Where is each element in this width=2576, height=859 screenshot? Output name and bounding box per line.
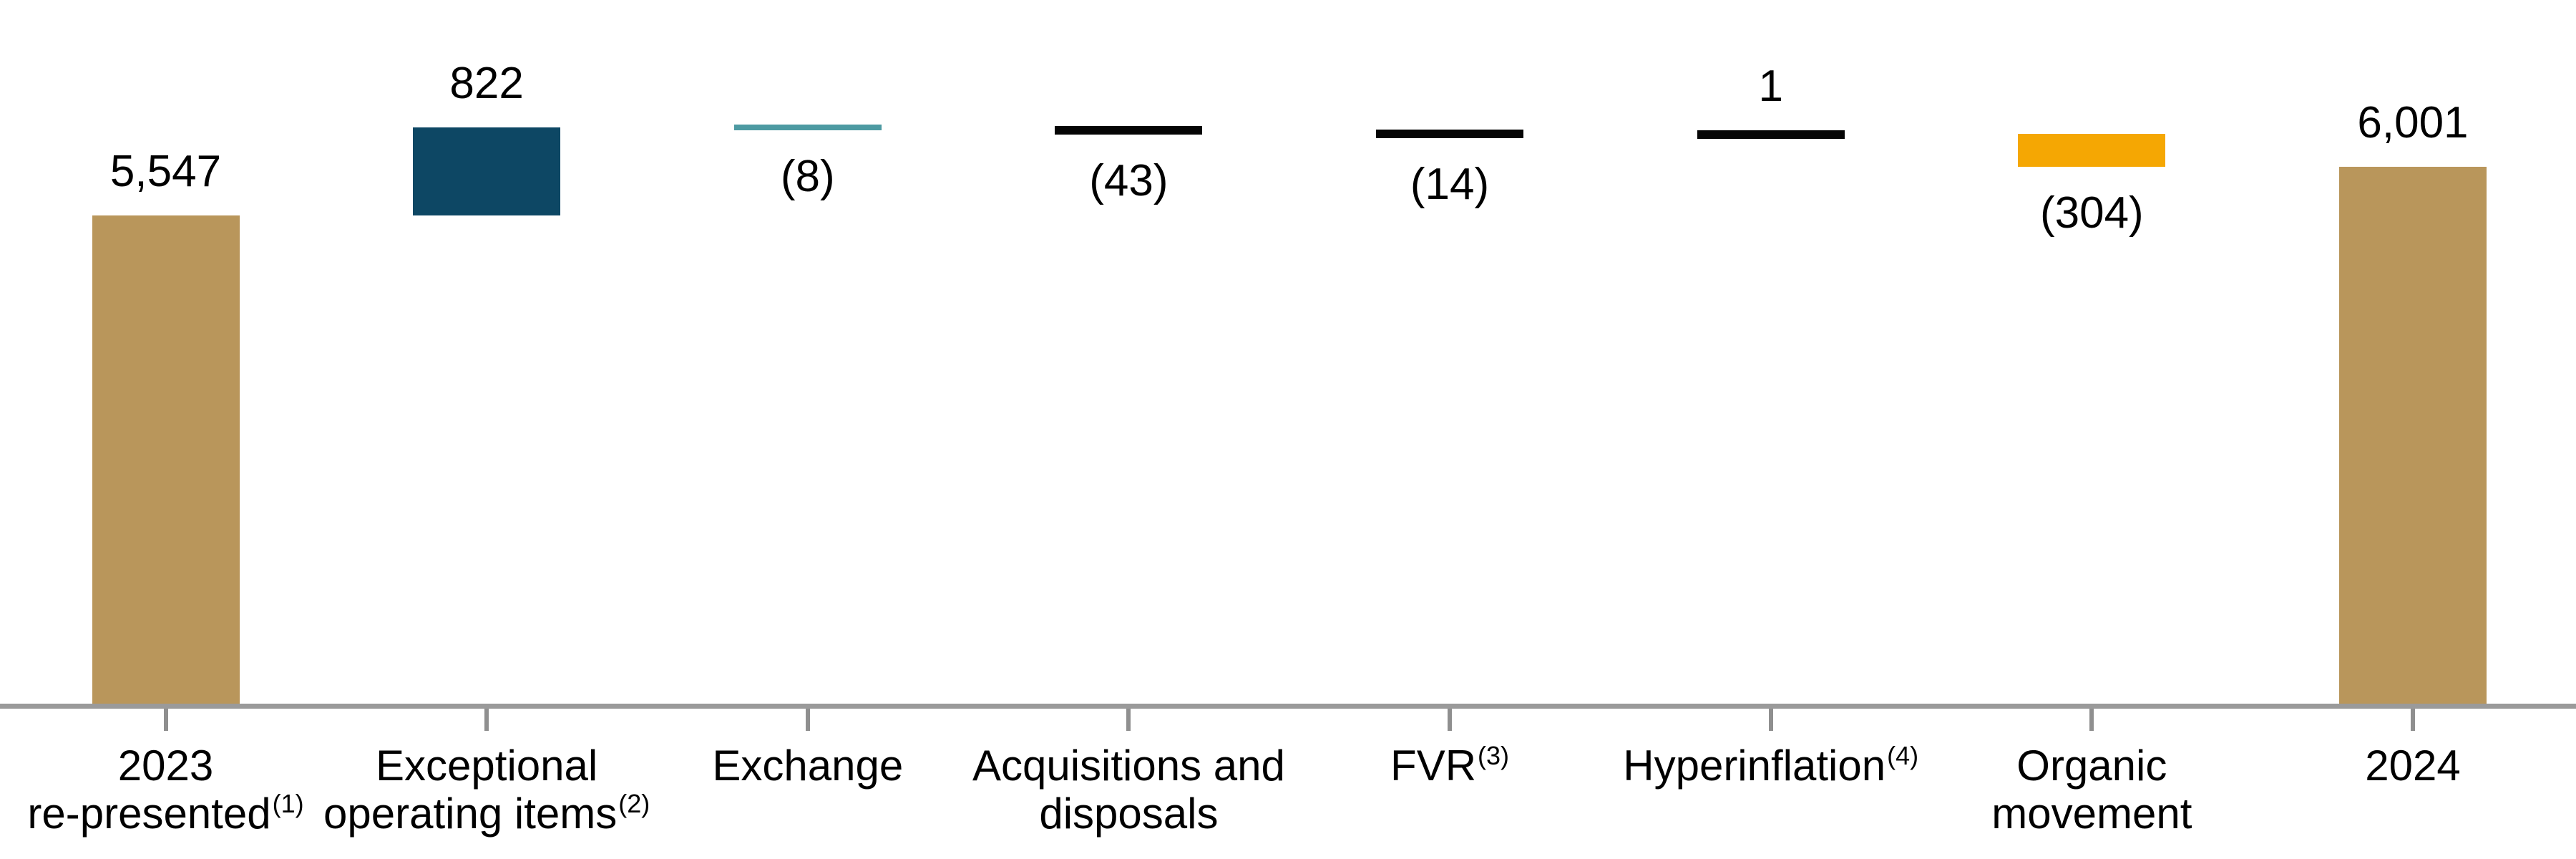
category-label-line: Organic (2016, 742, 2167, 790)
value-label-exceptional-operating-items: 822 (449, 58, 524, 108)
x-axis-line (0, 704, 2576, 709)
category-label-acquisitions-and-disposals: Acquisitions and disposals (899, 742, 1357, 838)
category-label-line: Exchange (712, 742, 904, 790)
category-label-line: disposals (1039, 790, 1219, 838)
footnote-marker: (2) (618, 789, 650, 818)
category-label-2023-re-presented: 2023 re-presented(1) (0, 742, 395, 843)
category-label-exceptional-operating-items: Exceptional operating items(2) (258, 742, 716, 843)
category-label-line: Acquisitions and (972, 742, 1285, 790)
value-label-fvr: (14) (1410, 159, 1490, 209)
bar-2023-re-presented (92, 215, 240, 704)
category-label-line: Hyperinflation(4) (1623, 741, 1919, 790)
x-axis-tick (484, 709, 489, 731)
segment-organic-movement (2018, 134, 2166, 167)
segment-exchange (733, 125, 882, 131)
value-label-exchange: (8) (780, 152, 835, 202)
category-label-line: FVR(3) (1390, 741, 1510, 790)
segment-fvr (1376, 129, 1524, 138)
category-label-line: operating items(2) (323, 789, 650, 838)
x-axis-tick (163, 709, 168, 731)
x-axis-tick (2089, 709, 2094, 731)
value-label-2024: 6,001 (2357, 97, 2469, 147)
x-axis-tick (1448, 709, 1453, 731)
value-label-hyperinflation: 1 (1758, 61, 1783, 111)
category-label-line: 2024 (2365, 742, 2461, 790)
category-label-organic-movement: Organic movement (1863, 742, 2321, 838)
value-label-acquisitions-and-disposals: (43) (1089, 156, 1169, 206)
x-axis-tick (1126, 709, 1131, 731)
category-label-line: re-presented(1) (27, 789, 304, 838)
value-label-organic-movement: (304) (2039, 188, 2144, 238)
x-axis-tick (805, 709, 810, 731)
x-axis-tick (2410, 709, 2415, 731)
category-label-line: movement (1991, 790, 2192, 838)
footnote-marker: (1) (272, 789, 304, 818)
bar-2024 (2338, 166, 2487, 704)
x-axis-tick (1768, 709, 1773, 731)
category-label-line: 2023 (117, 742, 214, 790)
footnote-marker: (3) (1478, 741, 1510, 770)
category-label-2024: 2024 (2184, 742, 2576, 790)
segment-acquisitions-and-disposals (1055, 126, 1203, 135)
category-label-exchange: Exchange (579, 742, 1037, 790)
category-label-hyperinflation: Hyperinflation(4) (1542, 741, 2000, 795)
segment-exceptional-operating-items (413, 127, 561, 215)
footnote-marker: (4) (1887, 741, 1919, 770)
category-label-fvr: FVR(3) (1221, 741, 1679, 795)
segment-hyperinflation (1697, 130, 1845, 139)
category-label-line: Exceptional (376, 742, 598, 790)
value-label-2023-re-presented: 5,547 (109, 146, 222, 196)
